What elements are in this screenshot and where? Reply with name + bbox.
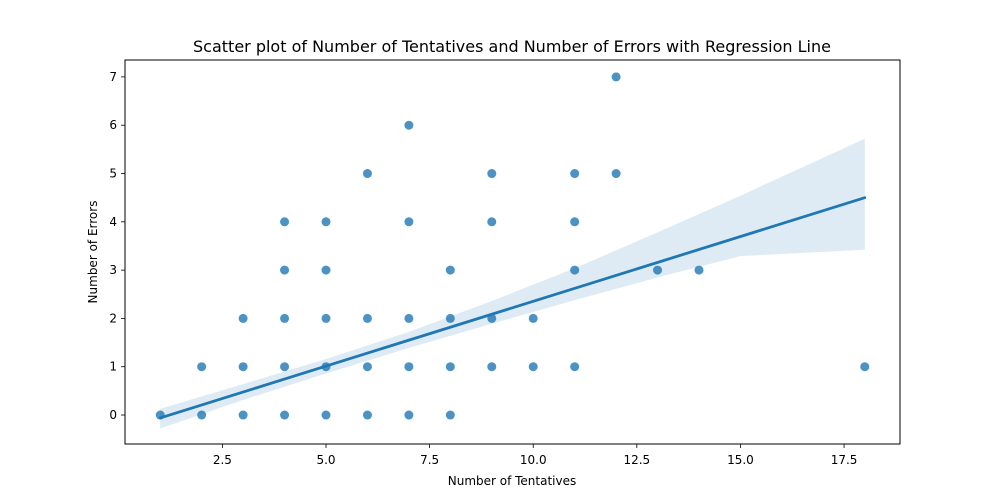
data-point xyxy=(238,313,248,323)
y-tick-label: 7 xyxy=(109,70,117,84)
data-point xyxy=(321,313,331,323)
x-tick-label: 12.5 xyxy=(623,453,650,467)
data-point xyxy=(487,362,497,372)
data-point xyxy=(570,217,580,227)
x-tick-label: 7.5 xyxy=(420,453,439,467)
data-point xyxy=(362,362,372,372)
data-point xyxy=(404,410,414,420)
data-point xyxy=(445,410,455,420)
data-point xyxy=(487,217,497,227)
data-point xyxy=(570,265,580,275)
data-point xyxy=(653,265,663,275)
y-tick-label: 2 xyxy=(109,311,117,325)
plot-area xyxy=(124,59,901,445)
data-point xyxy=(404,313,414,323)
data-point xyxy=(611,72,621,82)
data-point xyxy=(280,362,290,372)
y-tick-label: 0 xyxy=(109,408,117,422)
data-point xyxy=(404,362,414,372)
data-point xyxy=(362,313,372,323)
y-tick-label: 3 xyxy=(109,263,117,277)
y-axis-title: Number of Errors xyxy=(86,201,100,304)
y-axis: 0 1 2 3 4 5 6 7 xyxy=(109,70,125,422)
x-tick-label: 5.0 xyxy=(316,453,335,467)
x-axis: 2.5 5.0 7.5 10.0 12.5 15.0 17.5 xyxy=(213,444,858,467)
x-tick-label: 15.0 xyxy=(727,453,754,467)
y-tick-label: 5 xyxy=(109,167,117,181)
data-point xyxy=(445,362,455,372)
data-point xyxy=(362,169,372,179)
data-point xyxy=(321,265,331,275)
x-tick-label: 2.5 xyxy=(213,453,232,467)
x-axis-title: Number of Tentatives xyxy=(448,474,577,488)
data-point xyxy=(197,410,207,420)
data-point xyxy=(860,362,870,372)
data-point xyxy=(197,362,207,372)
data-point xyxy=(404,217,414,227)
x-tick-label: 10.0 xyxy=(520,453,547,467)
data-points xyxy=(155,72,870,420)
data-point xyxy=(238,362,248,372)
data-point xyxy=(528,362,538,372)
data-point xyxy=(445,265,455,275)
data-point xyxy=(238,410,248,420)
confidence-band xyxy=(160,138,865,429)
data-point xyxy=(570,362,580,372)
data-point xyxy=(528,313,538,323)
regression-line xyxy=(158,196,867,420)
y-tick-label: 6 xyxy=(109,118,117,132)
chart-title: Scatter plot of Number of Tentatives and… xyxy=(193,37,831,56)
data-point xyxy=(694,265,704,275)
data-point xyxy=(570,169,580,179)
data-point xyxy=(487,169,497,179)
data-point xyxy=(280,265,290,275)
data-point xyxy=(611,169,621,179)
data-point xyxy=(362,410,372,420)
x-tick-label: 17.5 xyxy=(831,453,858,467)
data-point xyxy=(445,313,455,323)
y-tick-label: 4 xyxy=(109,215,117,229)
data-point xyxy=(280,313,290,323)
data-point xyxy=(280,410,290,420)
data-point xyxy=(280,217,290,227)
data-point xyxy=(404,120,414,130)
data-point xyxy=(321,217,331,227)
y-tick-label: 1 xyxy=(109,360,117,374)
plot-frame xyxy=(124,59,901,445)
data-point xyxy=(321,410,331,420)
